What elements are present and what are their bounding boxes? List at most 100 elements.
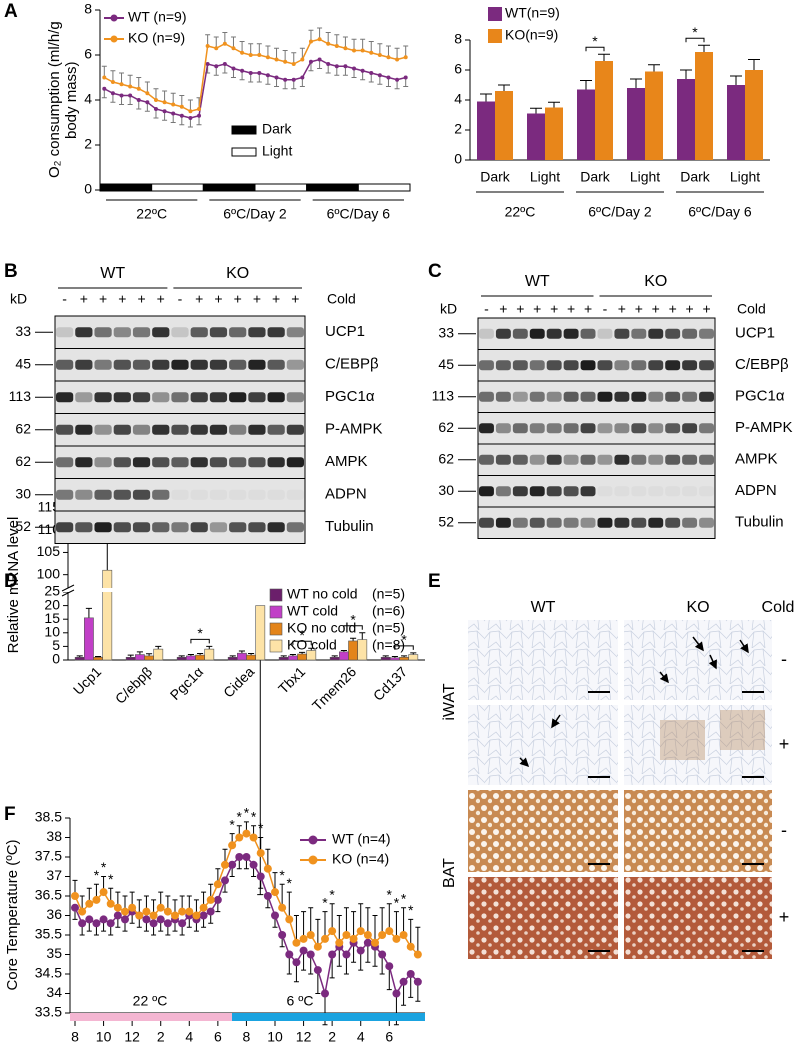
lane-sign: + (157, 291, 165, 307)
blot-band (648, 517, 664, 528)
data-point (385, 962, 394, 971)
blot-band (209, 359, 228, 370)
bar (577, 89, 595, 160)
blot-band (229, 359, 247, 370)
blot-band (479, 328, 494, 339)
data-point (395, 77, 400, 82)
significance-label: * (329, 887, 335, 903)
blot-band (94, 424, 112, 435)
protein-label: PGC1α (325, 388, 375, 405)
blot-band (512, 391, 528, 402)
series-line (74, 856, 419, 996)
panel-label: A (4, 1, 18, 22)
error-bar (548, 101, 560, 108)
significance-bracket (685, 37, 705, 43)
data-point (145, 91, 150, 96)
bar (135, 654, 145, 661)
data-point (235, 853, 244, 861)
significance-label: * (592, 33, 598, 49)
blot-band (580, 486, 596, 497)
error-bar (329, 903, 335, 932)
error-bar (293, 915, 299, 943)
y-axis-label: O₂ consumption (ml/h/g body mass) (46, 21, 80, 179)
blot-band (287, 490, 304, 500)
marker-label: 52 (15, 518, 31, 534)
blot-band (229, 327, 247, 338)
data-point (136, 98, 141, 102)
error-bar (630, 78, 642, 88)
treatment-label: + (779, 734, 790, 754)
blot-band (495, 486, 511, 497)
blot-band (614, 328, 630, 339)
significance-label: * (692, 24, 698, 40)
legend-n-label: (n=5) (372, 586, 405, 602)
data-point (263, 864, 272, 873)
y-tick-label: 38.5 (35, 809, 62, 825)
blot-band (529, 328, 545, 339)
blot-band (113, 392, 131, 403)
panel-label: B (4, 261, 18, 282)
data-point (299, 946, 308, 955)
blot-band (648, 360, 664, 371)
data-point (406, 970, 415, 978)
panel-label: F (4, 804, 16, 825)
bar (390, 657, 400, 661)
error-bar (730, 75, 742, 85)
x-tick-label: 2 (157, 1029, 165, 1045)
data-point (406, 942, 415, 951)
legend-n-label: (n=5) (372, 620, 405, 636)
data-point (110, 80, 115, 84)
blot-band (563, 360, 579, 371)
panel-label: D (4, 571, 18, 592)
blot-band (529, 517, 545, 528)
bar (102, 569, 113, 661)
data-point (342, 931, 351, 939)
blot-band (529, 391, 545, 402)
bar (186, 655, 196, 661)
data-point (222, 41, 227, 46)
blot-band (94, 392, 112, 403)
bar (545, 107, 563, 160)
blot-band (614, 391, 630, 402)
data-point (171, 911, 179, 920)
data-point (413, 950, 422, 959)
blot-band (495, 360, 511, 371)
data-point (205, 62, 210, 66)
data-point (292, 958, 301, 967)
error-bar (748, 59, 760, 70)
arrow (692, 636, 704, 652)
arrow (659, 671, 669, 684)
data-point (326, 62, 331, 66)
bar (408, 654, 419, 661)
lane-sign: + (195, 291, 203, 307)
bar (527, 113, 545, 160)
data-point (102, 86, 107, 91)
error-bar (136, 651, 143, 655)
legend-label: Dark (262, 121, 293, 137)
blot-band (614, 517, 630, 528)
data-point (128, 93, 133, 98)
error-bar (680, 69, 692, 79)
lane-sign: + (584, 301, 592, 317)
data-point (291, 62, 296, 66)
bar (125, 656, 136, 661)
protein-label: P-AMPK (325, 421, 383, 438)
data-point (403, 55, 408, 60)
x-tick-label: Cd137 (370, 663, 411, 704)
protein-label: ADPN (735, 482, 777, 499)
y-tick-label: 37.5 (35, 848, 62, 864)
data-point (214, 64, 219, 69)
blot-band (699, 360, 714, 371)
x-tick-label: Dark (480, 169, 511, 185)
bar (288, 655, 298, 661)
data-point (399, 977, 408, 986)
legend-label: WT (n=9) (128, 9, 186, 25)
data-point (149, 919, 158, 928)
y-tick-label: 0 (84, 181, 92, 197)
data-point (106, 919, 115, 928)
data-point (113, 911, 122, 920)
data-point (185, 907, 194, 916)
blot-band (546, 328, 562, 339)
data-point (205, 44, 210, 48)
data-point (136, 86, 141, 91)
